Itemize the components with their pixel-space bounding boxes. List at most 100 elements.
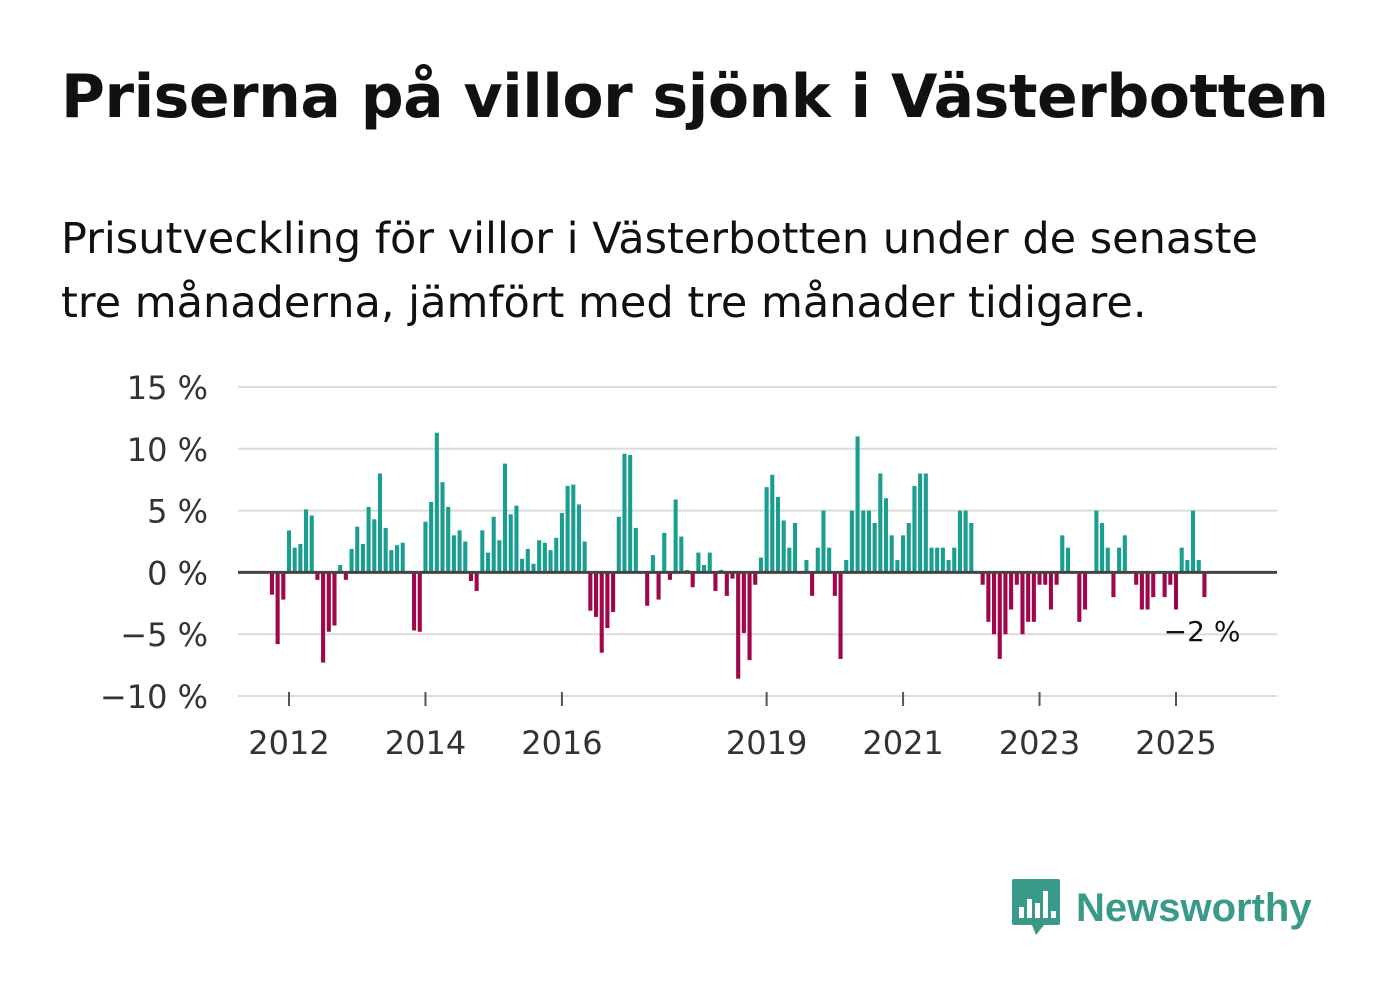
bar [980, 572, 985, 585]
x-tick-label: 2014 [385, 724, 466, 762]
bar [554, 537, 559, 573]
bar [957, 510, 962, 573]
bar [1134, 572, 1139, 585]
bar [1003, 572, 1008, 635]
bar [997, 572, 1002, 659]
bar [548, 550, 553, 573]
bar [855, 436, 860, 573]
bar [827, 547, 832, 573]
bar [810, 572, 815, 596]
bar [792, 522, 798, 573]
bar [1048, 572, 1053, 610]
bar [1014, 572, 1019, 585]
bar [940, 547, 945, 573]
bar [338, 564, 343, 573]
bar [662, 532, 667, 573]
bar [1196, 560, 1201, 573]
bar [747, 572, 752, 661]
bar [667, 572, 673, 580]
bar [1094, 510, 1099, 573]
bar [1139, 572, 1144, 610]
x-tick-label: 2016 [521, 724, 602, 762]
bar [912, 485, 917, 573]
bar [770, 474, 775, 573]
x-tick-label: 2012 [248, 724, 329, 762]
bar [861, 510, 866, 573]
bar [1054, 572, 1059, 585]
bar [883, 498, 889, 573]
bar [542, 542, 547, 573]
bar [690, 572, 695, 588]
bar [787, 547, 792, 573]
bar [1100, 522, 1105, 573]
bar [576, 504, 582, 573]
bar [1020, 572, 1025, 635]
bar [1037, 572, 1042, 585]
bar [673, 499, 678, 573]
bar [622, 453, 627, 573]
bar [1111, 572, 1116, 598]
bar [628, 454, 633, 573]
bar [764, 487, 769, 573]
bar [611, 572, 616, 612]
bar [758, 557, 763, 573]
bar [503, 463, 508, 573]
bar [394, 545, 400, 573]
bar [724, 572, 729, 596]
bar [514, 505, 519, 573]
bar [1173, 572, 1179, 610]
bar [804, 560, 809, 573]
bar [559, 513, 564, 573]
y-tick-label: 10 % [127, 431, 208, 469]
bar [389, 550, 394, 573]
bar [286, 530, 292, 573]
page-subtitle: Prisutveckling för villor i Västerbotten… [61, 214, 1258, 328]
bar [332, 572, 337, 626]
bar [468, 572, 473, 582]
x-tick-label: 2025 [1135, 724, 1216, 762]
bar [366, 506, 371, 573]
bar [1117, 547, 1122, 573]
bar [599, 572, 604, 653]
bar [730, 572, 735, 579]
bar [309, 515, 314, 573]
bar [1151, 572, 1156, 598]
bar [702, 564, 707, 573]
bar [525, 548, 530, 573]
bar [1082, 572, 1088, 610]
bar [1105, 547, 1110, 573]
bar [349, 548, 354, 573]
bar [849, 510, 854, 573]
bar [679, 536, 684, 573]
bar [440, 482, 445, 573]
bar [1065, 547, 1071, 573]
y-tick-label: −5 % [120, 616, 208, 654]
bar [1122, 535, 1127, 573]
bar [707, 552, 712, 573]
brand-logo: Newsworthy [1010, 876, 1312, 940]
bar [1145, 572, 1150, 610]
bar [935, 547, 940, 573]
bar [377, 473, 383, 573]
x-tick-label: 2021 [862, 724, 943, 762]
bar [895, 560, 900, 573]
bar [1179, 547, 1184, 573]
bar [650, 555, 655, 573]
bar [741, 572, 746, 633]
bar [929, 547, 934, 573]
bar [923, 473, 928, 573]
bar [491, 516, 496, 573]
bar [485, 552, 491, 573]
bar [281, 572, 286, 600]
bar [326, 572, 331, 632]
bar [838, 572, 843, 659]
y-tick-label: 0 % [147, 554, 208, 592]
x-tick-label: 2019 [726, 724, 807, 762]
bar [434, 432, 439, 573]
bar [275, 572, 280, 645]
bar [1162, 572, 1167, 598]
bar [508, 514, 513, 573]
bar [451, 535, 456, 573]
bar [593, 572, 599, 617]
